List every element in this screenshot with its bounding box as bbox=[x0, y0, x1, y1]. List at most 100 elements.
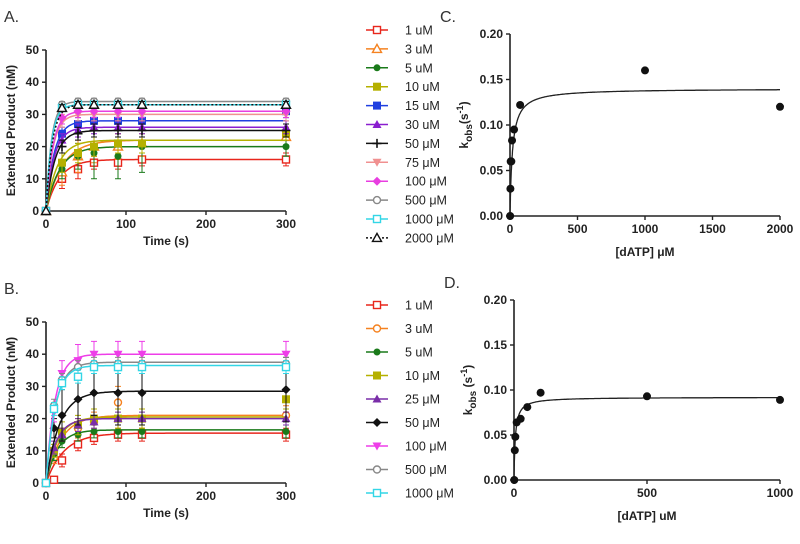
y-tick-label: 0.05 bbox=[480, 164, 504, 178]
data-point bbox=[136, 98, 148, 109]
data-point bbox=[112, 98, 124, 109]
data-point bbox=[114, 427, 122, 435]
data-point bbox=[89, 126, 99, 135]
ylabel-k: k bbox=[461, 408, 475, 415]
x-tick-label: 300 bbox=[276, 217, 296, 231]
x-tick-label: 500 bbox=[637, 486, 657, 500]
fit-line bbox=[45, 353, 286, 484]
data-point bbox=[72, 98, 84, 109]
y-tick-label: 0.00 bbox=[480, 209, 504, 223]
series-6 bbox=[41, 340, 291, 488]
data-point bbox=[372, 195, 382, 205]
legend-item: 10 μM bbox=[366, 369, 440, 383]
legend-label: 30 uM bbox=[405, 118, 440, 132]
data-point bbox=[113, 362, 123, 372]
y-tick-label: 0.20 bbox=[484, 293, 508, 307]
ylabel-close: ) bbox=[461, 365, 475, 369]
data-point bbox=[57, 142, 67, 152]
data-point bbox=[510, 446, 519, 455]
legend-label: 5 uM bbox=[405, 346, 433, 360]
legend-label: 100 μM bbox=[405, 440, 447, 454]
data-point bbox=[506, 184, 515, 193]
legend-label: 50 μM bbox=[405, 137, 440, 151]
data-point bbox=[373, 101, 381, 110]
data-point bbox=[73, 440, 83, 449]
data-point bbox=[281, 126, 291, 135]
legend-label: 50 μM bbox=[405, 416, 440, 430]
data-point bbox=[281, 362, 291, 372]
legend-item: 1 uM bbox=[366, 299, 433, 313]
y-tick-label: 0 bbox=[32, 204, 39, 218]
y-axis-label: Extended Product (nM) bbox=[4, 65, 18, 196]
data-point bbox=[510, 125, 519, 134]
data-point bbox=[371, 42, 383, 54]
legend-item: 2000 μM bbox=[366, 231, 454, 245]
legend-item: 50 μM bbox=[366, 137, 440, 151]
legend-label: 1000 μM bbox=[405, 213, 454, 227]
fit-line bbox=[45, 113, 286, 212]
y-tick-label: 40 bbox=[26, 347, 40, 361]
x-tick-label: 1000 bbox=[632, 222, 659, 236]
y-tick-label: 0.00 bbox=[484, 473, 508, 487]
data-point bbox=[89, 417, 99, 426]
y-tick-label: 0.15 bbox=[480, 73, 504, 87]
legend-item: 1 uM bbox=[366, 24, 433, 38]
legend-label: 75 μM bbox=[405, 156, 440, 170]
legend-label: 3 uM bbox=[405, 322, 433, 336]
data-point bbox=[137, 126, 147, 135]
data-point bbox=[282, 427, 290, 435]
data-point bbox=[89, 362, 99, 372]
legend-item: 30 uM bbox=[366, 118, 440, 132]
x-tick-label: 200 bbox=[196, 489, 216, 503]
legend-item: 5 uM bbox=[366, 346, 433, 360]
panel-A: 0 100 200 300 0 10 20 30 40 50 A. Time (s) Extended … bbox=[4, 9, 296, 248]
fit-line bbox=[45, 364, 286, 484]
y-tick-label: 20 bbox=[26, 412, 40, 426]
legend-item: 5 uM bbox=[366, 61, 433, 75]
legend-item: 15 uM bbox=[366, 99, 440, 113]
data-point bbox=[114, 152, 122, 160]
data-point bbox=[40, 205, 52, 216]
fit-line bbox=[45, 126, 286, 212]
legend-item: 50 μM bbox=[366, 416, 440, 430]
y-tick-label: 10 bbox=[26, 172, 40, 186]
data-point bbox=[372, 158, 382, 167]
data-point bbox=[281, 385, 291, 395]
data-point bbox=[281, 155, 291, 164]
legend-item: 100 μM bbox=[366, 175, 447, 189]
legend-label: 500 μM bbox=[405, 463, 447, 477]
legend-label: 2000 μM bbox=[405, 231, 454, 245]
x-tick-label: 0 bbox=[511, 486, 518, 500]
x-axis-label: Time (s) bbox=[143, 506, 189, 520]
fit-line bbox=[45, 361, 286, 484]
data-point bbox=[372, 300, 382, 310]
panel-C: 0 500 1000 1500 2000 0.00 0.05 0.10 0.15 0.20 C. [d… bbox=[440, 9, 794, 259]
legend-item: 500 μM bbox=[366, 194, 447, 208]
data-point bbox=[510, 476, 519, 484]
data-point bbox=[372, 418, 382, 427]
fit-line bbox=[45, 390, 286, 484]
legend-B: 1 uM 3 uM 5 uM 10 μM 25 μM 50 μM 100 μM 500 μM 1… bbox=[366, 299, 454, 501]
data-point bbox=[281, 350, 291, 359]
ylabel-sub: obs bbox=[464, 124, 475, 142]
data-point bbox=[113, 350, 123, 359]
series-5 bbox=[41, 356, 291, 488]
ylabel-exp: -1 bbox=[455, 105, 465, 113]
legend-label: 10 μM bbox=[405, 369, 440, 383]
series-8 bbox=[41, 360, 291, 488]
x-axis-label: [dATP] μM bbox=[615, 245, 674, 259]
data-point bbox=[372, 138, 382, 148]
data-point bbox=[89, 350, 99, 359]
legend-item: 500 μM bbox=[366, 463, 447, 477]
x-tick-label: 1000 bbox=[767, 486, 794, 500]
ylabel-close: ) bbox=[457, 101, 471, 105]
data-point bbox=[57, 378, 67, 388]
ylabel-exp: -1 bbox=[459, 369, 469, 377]
x-axis-label: [dATP] uM bbox=[617, 509, 676, 523]
data-point bbox=[138, 427, 146, 435]
data-point bbox=[372, 214, 382, 224]
fit-line bbox=[45, 120, 286, 212]
x-tick-label: 200 bbox=[196, 217, 216, 231]
x-tick-label: 300 bbox=[276, 489, 296, 503]
y-tick-label: 10 bbox=[26, 444, 40, 458]
